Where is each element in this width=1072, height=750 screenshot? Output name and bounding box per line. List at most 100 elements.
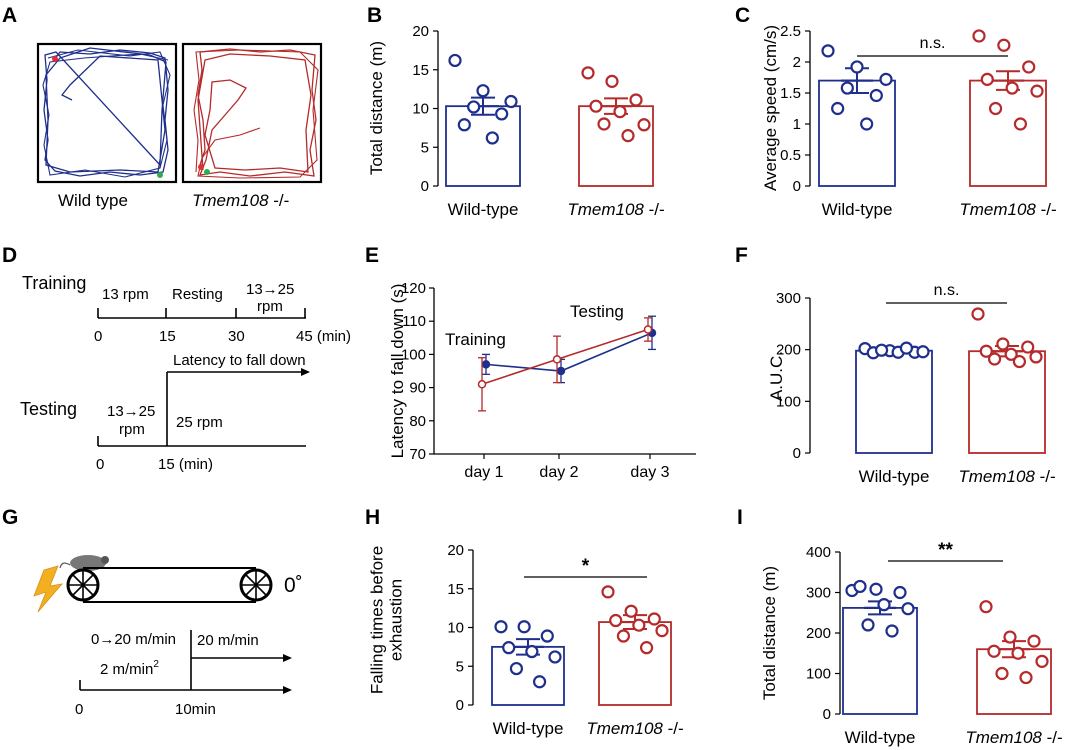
- panel-i-data-point: [869, 582, 883, 596]
- panel-f-sig-label: n.s.: [934, 282, 960, 299]
- panel-i-bar-0: [842, 606, 918, 715]
- panel-h-ytick-label: 5: [456, 658, 464, 675]
- right-wheel-icon: [239, 568, 273, 602]
- panel-i-data-point: [893, 585, 907, 600]
- panel-c-ytick-label: 1.5: [780, 85, 801, 102]
- testing-ramp-top: 13→25: [107, 403, 155, 420]
- mouse-head-icon: [101, 556, 109, 564]
- panel-c-data-point: [1030, 84, 1044, 98]
- panel-b-data-point: [605, 74, 619, 88]
- treadmill-accel-label: 2 m/min2: [100, 659, 159, 678]
- panel-b-data-point: [613, 104, 627, 119]
- panel-h-ytick-label: 15: [447, 581, 464, 598]
- treadmill-tick-label-0: 0: [75, 701, 83, 718]
- panel-i-data-point: [995, 666, 1009, 681]
- training-seg3-top: 13→25: [246, 281, 294, 298]
- panel-h-data-point: [540, 629, 554, 643]
- testing-label: Testing: [20, 399, 77, 419]
- wild-type-start-marker: [52, 56, 58, 62]
- panel-f-ytick-label: 100: [776, 393, 801, 410]
- panel-f-ylabel: A.U.C.: [767, 351, 786, 401]
- panel-f-data-point: [1004, 347, 1018, 361]
- panel-h-ylabel: Falling times before: [368, 546, 387, 694]
- panel-c-data-point: [879, 72, 893, 86]
- panel-i-ylabel: Total distance (m): [760, 566, 779, 700]
- panel-i-data-point: [1035, 654, 1049, 668]
- panel-f-ytick-label: 300: [776, 290, 801, 307]
- panel-a: A Wild type Tmem108 -/-: [2, 4, 323, 210]
- training-seg3-bottom: rpm: [257, 298, 283, 315]
- panel-i-data-point: [1003, 630, 1017, 644]
- panel-i-data-point: [979, 600, 993, 614]
- panel-c-ytick-label: 0: [793, 178, 801, 195]
- panel-f-data-point: [874, 343, 889, 357]
- treadmill-const-arrowhead: [283, 654, 292, 662]
- panel-b-data-point: [629, 93, 643, 107]
- panel-h-chart: H 0 5 10 15 20 Falling times before exhaustion…: [365, 506, 684, 738]
- panel-b-ytick-label: 10: [412, 101, 429, 118]
- panel-h-data-point: [609, 613, 623, 628]
- panel-e-series-line-1: [481, 328, 649, 386]
- panel-h-ylabel: exhaustion: [387, 579, 406, 661]
- testing-tick-label-0: 0: [96, 456, 104, 473]
- training-tick-label-0: 0: [94, 328, 102, 345]
- panel-e-ytick-label: 110: [402, 313, 426, 330]
- panel-e-annotation-testing: Testing: [570, 302, 624, 321]
- panel-i-data-point: [1011, 646, 1025, 660]
- wild-type-arena-label: Wild type: [58, 191, 128, 210]
- incline-angle-label: 0˚: [284, 574, 303, 597]
- training-label: Training: [22, 273, 86, 293]
- latency-label: Latency to fall down: [173, 352, 306, 369]
- panel-b-data-point: [448, 53, 462, 68]
- panel-i-ytick-label: 400: [806, 544, 831, 561]
- panel-f-letter: F: [735, 244, 748, 267]
- panel-h-category-label-1: Tmem108 -/-: [586, 719, 683, 738]
- panel-b-ytick-label: 5: [421, 139, 429, 156]
- panel-b-data-point: [457, 118, 471, 132]
- panel-c-bar-0: [818, 79, 896, 187]
- panel-i-category-label-0: Wild-type: [845, 728, 916, 747]
- panel-h-sig-label: *: [582, 556, 590, 577]
- panel-c-data-point: [869, 88, 883, 103]
- panel-b-data-point: [476, 84, 490, 98]
- panel-e-xtick-label: day 1: [464, 464, 503, 481]
- panel-f-data-point: [1029, 350, 1043, 364]
- knockout-arena-label: Tmem108 -/-: [192, 191, 289, 210]
- panel-c-ytick-label: 0.5: [780, 147, 801, 164]
- panel-e-xtick-label: day 2: [539, 464, 578, 481]
- panel-b-data-point: [597, 117, 611, 131]
- panel-c-letter: C: [735, 4, 750, 27]
- treadmill-const-label: 20 m/min: [197, 632, 259, 649]
- panel-g-protocol: G 0˚ 0→20 m/min 20 m/min 2 m/min2: [2, 506, 303, 718]
- panel-e-data-point: [552, 355, 562, 364]
- wild-type-end-marker: [157, 172, 163, 178]
- panel-b-bar-0: [445, 105, 521, 187]
- panel-b-category-label-1: Tmem108 -/-: [567, 200, 664, 219]
- panel-h-category-label-0: Wild-type: [493, 719, 564, 738]
- panel-i-data-point: [877, 598, 891, 612]
- panel-c-data-point: [972, 29, 986, 43]
- panel-c-data-point: [988, 101, 1003, 116]
- panel-c-data-point: [980, 72, 994, 86]
- panel-e-series-line-0: [485, 332, 653, 372]
- training-tick-label-30: 30: [228, 328, 245, 345]
- panel-i-sig-label: **: [938, 540, 953, 561]
- panel-c-data-point: [860, 117, 874, 131]
- panel-i-data-point: [885, 624, 899, 638]
- panel-e-data-point: [477, 380, 487, 389]
- panel-h-data-point: [502, 641, 516, 655]
- treadmill-tick-label-10: 10min: [175, 701, 216, 718]
- panel-i-ytick-label: 100: [806, 666, 831, 683]
- panel-b-ylabel: Total distance (m): [367, 41, 386, 175]
- panel-f-data-point: [971, 307, 985, 321]
- panel-d-letter: D: [2, 244, 17, 267]
- panel-c-sig-label: n.s.: [920, 35, 946, 52]
- panel-e-letter: E: [365, 244, 379, 267]
- panel-f-category-label-0: Wild-type: [859, 467, 930, 486]
- wild-type-track: [43, 47, 169, 177]
- panel-e-ytick-label: 120: [401, 280, 426, 297]
- training-seg2: Resting: [172, 286, 223, 303]
- panel-f-data-point: [987, 352, 1002, 366]
